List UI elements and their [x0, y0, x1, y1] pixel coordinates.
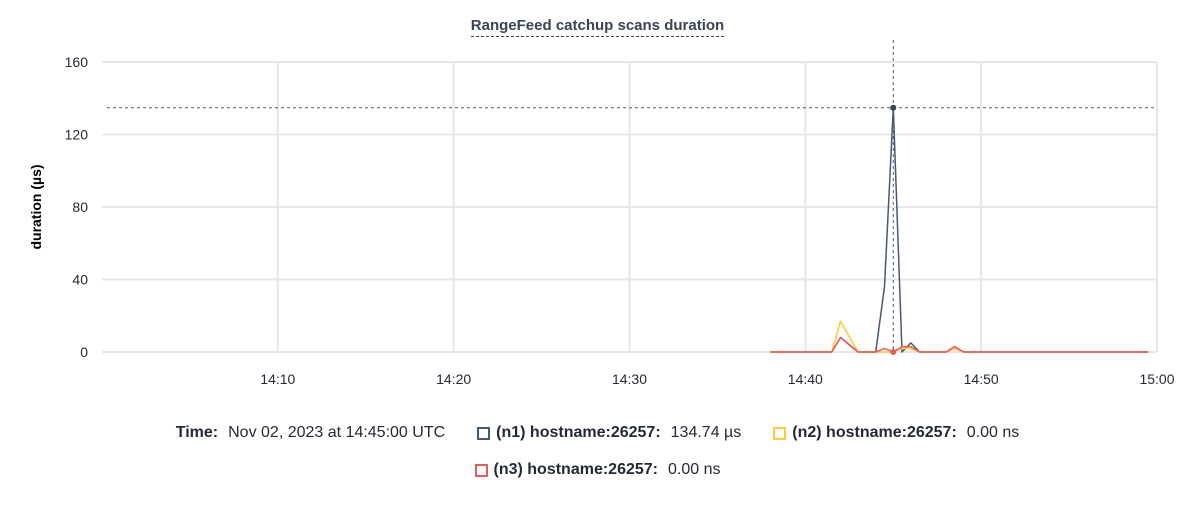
time-label: Time: [175, 424, 219, 441]
y-tick-label: 160 [65, 54, 89, 70]
legend-swatch-n2 [773, 426, 787, 440]
legend-swatch-n3 [474, 463, 488, 477]
legend-name-n1: (n1) hostname:26257 [496, 424, 656, 441]
time-value: Nov 02, 2023 at 14:45:00 UTC [228, 424, 446, 441]
x-tick-label: 14:20 [436, 371, 471, 387]
x-tick-label: 14:30 [612, 371, 647, 387]
legend-item-n2[interactable]: (n2) hostname:26257: 0.00 ns [773, 424, 1019, 442]
series-line-n3 [770, 336, 1149, 353]
x-tick-label: 14:50 [964, 371, 999, 387]
hover-point-n1 [890, 104, 897, 111]
x-tick-label: 14:10 [260, 371, 295, 387]
legend-row-1: Time: Nov 02, 2023 at 14:45:00 UTC (n1) … [0, 424, 1195, 442]
chart-title-text[interactable]: RangeFeed catchup scans duration [470, 17, 725, 37]
series-line-n2 [770, 320, 1149, 353]
legend-value-n3: 0.00 ns [668, 461, 721, 478]
hover-point-n3 [890, 349, 897, 355]
y-tick-label: 80 [72, 199, 88, 215]
y-axis-label: duration (µs) [28, 164, 44, 249]
legend-value-n1: 134.74 µs [670, 424, 742, 441]
legend-swatch-n1 [477, 426, 491, 440]
x-tick-label: 15:00 [1139, 371, 1174, 387]
legend-item-n3[interactable]: (n3) hostname:26257: 0.00 ns [474, 461, 721, 479]
legend-name-n3: (n3) hostname:26257 [493, 461, 653, 478]
y-tick-label: 0 [80, 344, 88, 360]
chart-title: RangeFeed catchup scans duration [0, 17, 1195, 37]
series-line-n1 [770, 107, 1149, 353]
x-tick-label: 14:40 [788, 371, 823, 387]
legend-value-n2: 0.00 ns [966, 424, 1020, 441]
legend-item-n1[interactable]: (n1) hostname:26257: 134.74 µs [477, 424, 741, 442]
y-tick-label: 40 [72, 272, 88, 288]
y-tick-label: 120 [65, 127, 89, 143]
chart-plot: 0 40 80 120 160 14:10 14:20 14:30 14:40 14:50 15:0… [28, 40, 1175, 387]
legend-name-n2: (n2) hostname:26257 [792, 424, 952, 441]
legend-row-2: (n3) hostname:26257: 0.00 ns [0, 461, 1195, 479]
